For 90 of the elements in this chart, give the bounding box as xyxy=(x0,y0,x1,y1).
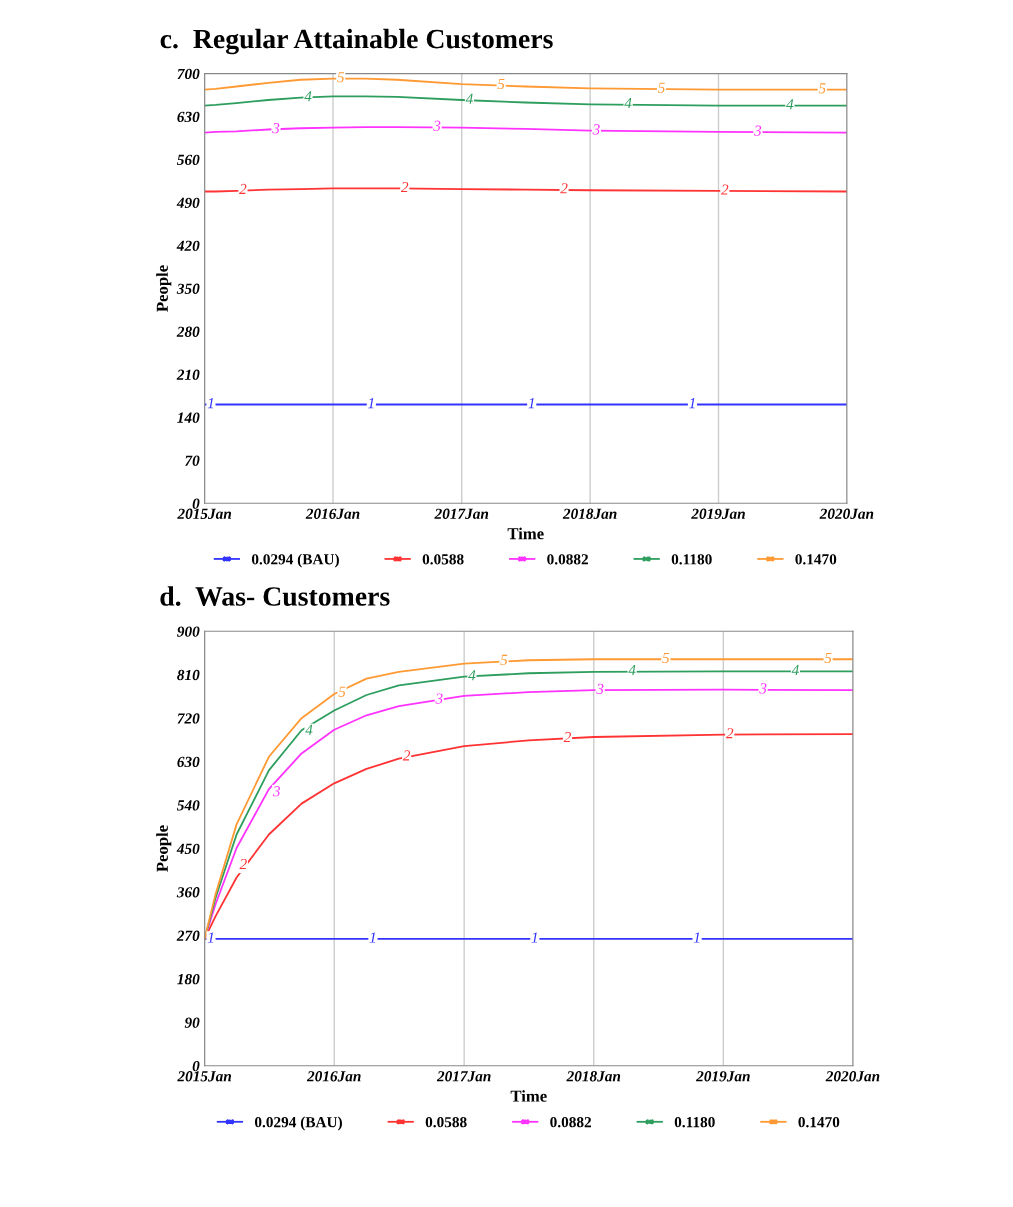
x-axis-title: Time xyxy=(507,527,544,540)
x-tick-label: 2017Jan xyxy=(436,1071,491,1082)
y-tick-label: 0 xyxy=(192,1060,200,1072)
y-tick-label: 560 xyxy=(177,154,200,166)
y-tick-label: 490 xyxy=(176,197,200,208)
annotation: 2 xyxy=(563,732,571,743)
annotation: 3 xyxy=(272,786,280,797)
annotation: 2 xyxy=(725,728,734,739)
y-tick-label: 420 xyxy=(176,240,200,251)
x-tick-label: 2015Jan xyxy=(177,1071,232,1082)
legend-label: 0.1470 xyxy=(798,1117,840,1128)
legend-label: 0.0588 xyxy=(422,554,464,565)
legend-label: 0.0294 (BAU) xyxy=(251,553,339,568)
annotation: 5 xyxy=(657,82,665,93)
annotation: 4 xyxy=(304,91,312,102)
x-tick-label: 2017Jan xyxy=(434,508,489,519)
legend-label: 0.0882 xyxy=(547,554,588,565)
y-tick-label: 700 xyxy=(177,68,200,80)
annotation: 1 xyxy=(528,398,534,409)
annotation: 2 xyxy=(721,184,729,195)
annotation: 5 xyxy=(662,652,670,664)
annotation: 3 xyxy=(435,693,443,704)
y-tick-label: 630 xyxy=(177,756,200,768)
annotation: 1 xyxy=(693,932,700,943)
y-tick-label: 140 xyxy=(177,412,200,423)
annotation: 3 xyxy=(754,125,762,136)
y-tick-label: 270 xyxy=(176,930,200,941)
annotation: 4 xyxy=(628,664,636,676)
annotation: 1 xyxy=(689,398,695,409)
annotation: 4 xyxy=(791,664,799,676)
annotation: 5 xyxy=(500,654,508,666)
annotation: 4 xyxy=(624,97,632,108)
x-tick-label: 2020Jan xyxy=(819,508,874,519)
y-tick-label: 810 xyxy=(177,669,200,681)
annotation: 4 xyxy=(468,670,476,681)
annotation: 2 xyxy=(239,183,247,194)
y-tick-label: 70 xyxy=(185,455,200,466)
y-tick-label: 450 xyxy=(176,843,200,854)
annotation: 2 xyxy=(400,181,409,193)
y-tick-label: 540 xyxy=(177,800,200,811)
annotation: 1 xyxy=(207,398,214,409)
y-tick-label: 360 xyxy=(176,887,200,898)
annotation: 1 xyxy=(531,932,537,943)
y-tick-label: 900 xyxy=(177,626,200,637)
annotation: 2 xyxy=(560,183,568,194)
annotation: 5 xyxy=(818,83,826,94)
y-tick-label: 630 xyxy=(177,111,200,123)
annotation: 4 xyxy=(305,724,313,735)
y-axis-title: People xyxy=(156,825,172,872)
legend-label: 0.1180 xyxy=(671,554,712,565)
x-tick-label: 2019Jan xyxy=(691,508,745,519)
y-tick-label: 0 xyxy=(192,498,200,509)
annotation: 3 xyxy=(433,120,441,131)
annotation: 5 xyxy=(824,652,832,664)
y-axis-title: People xyxy=(156,265,172,312)
y-tick-label: 180 xyxy=(177,974,200,985)
x-tick-label: 2015Jan xyxy=(177,508,232,519)
legend-label: 0.1470 xyxy=(795,554,837,565)
annotation: 4 xyxy=(465,93,473,104)
x-tick-label: 2016Jan xyxy=(306,1071,361,1082)
annotation: 1 xyxy=(368,398,374,409)
x-tick-label: 2016Jan xyxy=(305,508,360,519)
y-tick-label: 720 xyxy=(177,713,200,724)
y-tick-label: 210 xyxy=(176,369,200,380)
legend-label: 0.1180 xyxy=(674,1117,715,1128)
x-tick-label: 2018Jan xyxy=(566,1071,621,1082)
annotation: 5 xyxy=(497,78,505,90)
y-tick-label: 280 xyxy=(176,326,200,337)
x-tick-label: 2019Jan xyxy=(696,1071,750,1082)
x-tick-label: 2020Jan xyxy=(825,1071,880,1082)
x-axis-title: Time xyxy=(510,1090,547,1102)
annotation: 4 xyxy=(786,99,794,110)
annotation: 5 xyxy=(337,72,345,83)
chart-title: d. Was- Customers xyxy=(160,586,390,606)
x-tick-label: 2018Jan xyxy=(562,508,617,519)
annotation: 5 xyxy=(338,686,346,697)
annotation: 3 xyxy=(596,683,604,694)
annotation: 1 xyxy=(369,932,376,943)
legend-label: 0.0882 xyxy=(550,1117,592,1128)
legend-label: 0.0588 xyxy=(425,1117,467,1128)
annotation: 3 xyxy=(592,124,600,135)
y-tick-label: 90 xyxy=(184,1017,200,1028)
annotation: 1 xyxy=(207,932,214,943)
chart-title: c. Regular Attainable Customers xyxy=(160,28,553,55)
y-tick-label: 350 xyxy=(176,283,200,294)
annotation: 2 xyxy=(239,858,247,870)
annotation: 3 xyxy=(272,123,280,134)
annotation: 2 xyxy=(402,750,411,761)
legend-label: 0.0294 (BAU) xyxy=(254,1116,342,1131)
annotation: 3 xyxy=(759,683,767,694)
